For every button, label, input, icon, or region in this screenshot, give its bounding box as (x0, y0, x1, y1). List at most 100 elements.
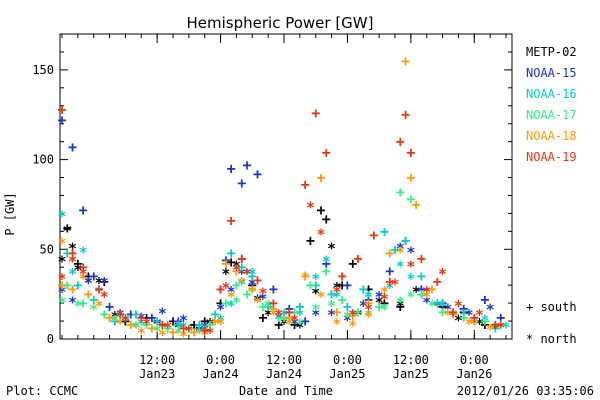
point-noaa-16-south-18: + (359, 280, 368, 298)
point-noaa-18-south-11: + (248, 280, 257, 298)
point-noaa-18-north-20: * (380, 283, 389, 301)
point-metp-02-south-18: + (322, 210, 331, 228)
point-noaa-17-south-24: + (480, 312, 489, 330)
point-noaa-16-south-16: + (327, 285, 336, 303)
point-noaa-19-south-18: + (338, 267, 347, 285)
point-noaa-19-south-8: + (200, 321, 209, 339)
point-noaa-15-south-20: + (364, 291, 373, 309)
legend-entry-noaa-19: NOAA-19 (526, 150, 577, 164)
point-noaa-18-south-17: + (348, 307, 357, 325)
point-noaa-18-north-8: * (200, 326, 209, 344)
point-noaa-19-north-4: * (121, 311, 130, 329)
point-noaa-16-north-10: * (227, 297, 236, 315)
point-noaa-15-north-14: * (274, 310, 283, 328)
point-noaa-15-south-3: + (89, 267, 98, 285)
point-noaa-18-north-23: * (422, 288, 431, 306)
x-axis: 12:00Jan230:00Jan2412:00Jan240:00Jan2512… (61, 34, 507, 381)
point-noaa-17-north-3: * (110, 311, 119, 329)
point-noaa-18-south-6: + (168, 323, 177, 341)
point-noaa-19-south-13: + (269, 294, 278, 312)
point-noaa-18-south-23: + (427, 280, 436, 298)
point-noaa-16-south-2: + (89, 291, 98, 309)
point-noaa-17-south-17: + (353, 303, 362, 321)
point-noaa-19-north-13: * (274, 306, 283, 324)
point-noaa-18-south-14: + (301, 267, 310, 285)
point-noaa-17-south-10: + (242, 285, 251, 303)
point-noaa-17-north-11: * (264, 297, 273, 315)
point-noaa-15-south-2: + (79, 201, 88, 219)
point-noaa-17-south-15: + (322, 262, 331, 280)
point-noaa-19-north-22: * (406, 258, 415, 276)
point-noaa-18-south-12: + (269, 300, 278, 318)
point-noaa-19-north-21: * (390, 276, 399, 294)
point-noaa-17-south-11: + (258, 298, 267, 316)
point-metp-02-north-25: * (412, 283, 421, 301)
point-noaa-15-north-1: * (68, 294, 77, 312)
point-noaa-18-north-4: * (116, 315, 125, 333)
point-noaa-15-south-6: + (147, 308, 156, 326)
point-noaa-18-north-17: * (332, 315, 341, 333)
point-noaa-19-south-9: + (216, 280, 225, 298)
point-noaa-19-north-0: * (57, 270, 66, 288)
point-noaa-19-north-7: * (184, 322, 193, 340)
legend: METP-02 NOAA-15 NOAA-16 NOAA-17 NOAA-18 NOAA-… (526, 45, 577, 164)
point-metp-02-south-8: + (200, 312, 209, 330)
point-metp-02-north-4: * (84, 274, 93, 292)
x-tick-date-4: Jan25 (393, 367, 429, 381)
point-noaa-15-south-1: + (68, 138, 77, 156)
point-noaa-16-south-10: + (237, 258, 246, 276)
point-noaa-15-south-11: + (227, 160, 236, 178)
point-noaa-18-north-22: * (406, 258, 415, 276)
point-noaa-18-south-7: + (190, 323, 199, 341)
point-noaa-17-south-12: + (274, 308, 283, 326)
point-noaa-17-south-20: + (406, 190, 415, 208)
plot-frame (59, 33, 513, 340)
point-noaa-18-north-12: * (253, 294, 262, 312)
point-noaa-17-south-13: + (290, 303, 299, 321)
point-noaa-16-south-25: + (470, 312, 479, 330)
legend-entry-metp-02: METP-02 (526, 45, 577, 59)
point-metp-02-south-11: + (237, 249, 246, 267)
point-noaa-15-north-2: * (84, 274, 93, 292)
point-noaa-15-north-17: * (327, 306, 336, 324)
point-metp-02-north-13: * (232, 258, 241, 276)
point-noaa-15-south-21: + (385, 262, 394, 280)
point-noaa-15-north-18: * (343, 311, 352, 329)
point-noaa-18-north-25: * (464, 315, 473, 333)
point-noaa-19-south-1: + (68, 244, 77, 262)
point-noaa-18-south-24: + (449, 305, 458, 323)
point-noaa-19-south-25: + (417, 249, 426, 267)
point-noaa-17-north-13: * (295, 315, 304, 333)
point-noaa-16-south-24: + (449, 303, 458, 321)
x-tick-date-0: Jan23 (139, 367, 175, 381)
point-noaa-18-south-25: + (470, 312, 479, 330)
point-noaa-15-north-4: * (116, 306, 125, 324)
point-noaa-15-north-12: * (248, 276, 257, 294)
point-noaa-19-north-23: * (422, 283, 431, 301)
point-noaa-19-south-15: + (301, 176, 310, 194)
point-noaa-17-north-9: * (232, 294, 241, 312)
point-noaa-19-south-24: + (406, 143, 415, 161)
point-noaa-19-north-1: * (68, 252, 77, 270)
legend-entry-noaa-15: NOAA-15 (526, 66, 577, 80)
point-metp-02-south-1: + (73, 255, 82, 273)
point-noaa-19-south-21: + (385, 273, 394, 291)
point-noaa-15-south-14: + (253, 165, 262, 183)
point-noaa-15-south-26: + (480, 291, 489, 309)
point-metp-02-south-19: + (338, 276, 347, 294)
point-noaa-15-north-19: * (359, 297, 368, 315)
x-tick-date-5: Jan26 (456, 367, 492, 381)
point-metp-02-north-23: * (375, 294, 384, 312)
point-noaa-18-north-2: * (79, 270, 88, 288)
point-metp-02-south-6: + (168, 312, 177, 330)
point-noaa-18-north-18: * (348, 317, 357, 335)
point-noaa-15-north-24: * (443, 301, 452, 319)
point-noaa-16-north-0: * (57, 207, 66, 225)
point-noaa-18-north-7: * (179, 328, 188, 346)
point-noaa-17-north-15: * (327, 297, 336, 315)
point-noaa-15-south-23: + (417, 280, 426, 298)
point-noaa-19-south-20: + (369, 226, 378, 244)
point-noaa-17-north-22: * (449, 306, 458, 324)
x-tick-time-5: 0:00 (460, 353, 489, 367)
point-metp-02-north-18: * (295, 319, 304, 337)
